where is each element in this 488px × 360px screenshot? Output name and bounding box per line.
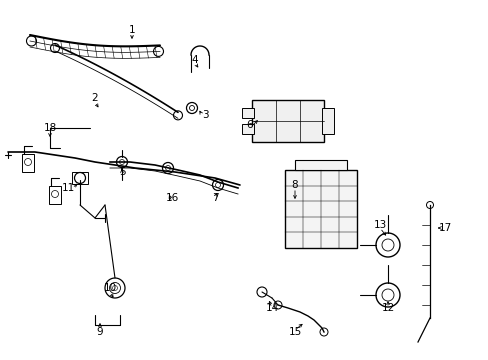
Text: 11: 11 <box>61 183 75 193</box>
Text: 9: 9 <box>97 327 103 337</box>
Text: 12: 12 <box>381 303 394 313</box>
Text: 10: 10 <box>103 283 116 293</box>
Text: 2: 2 <box>92 93 98 103</box>
Text: 4: 4 <box>191 55 198 65</box>
FancyBboxPatch shape <box>294 160 346 170</box>
FancyBboxPatch shape <box>285 170 356 248</box>
Text: 18: 18 <box>43 123 57 133</box>
FancyBboxPatch shape <box>242 124 253 134</box>
FancyBboxPatch shape <box>251 100 324 142</box>
FancyBboxPatch shape <box>321 108 333 134</box>
Text: 8: 8 <box>291 180 298 190</box>
Text: 7: 7 <box>211 193 218 203</box>
Text: 1: 1 <box>128 25 135 35</box>
Text: 17: 17 <box>437 223 451 233</box>
Text: 14: 14 <box>265 303 278 313</box>
FancyBboxPatch shape <box>242 108 253 118</box>
Text: 5: 5 <box>119 167 125 177</box>
Text: 15: 15 <box>288 327 301 337</box>
Text: 16: 16 <box>165 193 178 203</box>
Text: 13: 13 <box>373 220 386 230</box>
Text: 6: 6 <box>246 120 253 130</box>
Text: 3: 3 <box>201 110 208 120</box>
